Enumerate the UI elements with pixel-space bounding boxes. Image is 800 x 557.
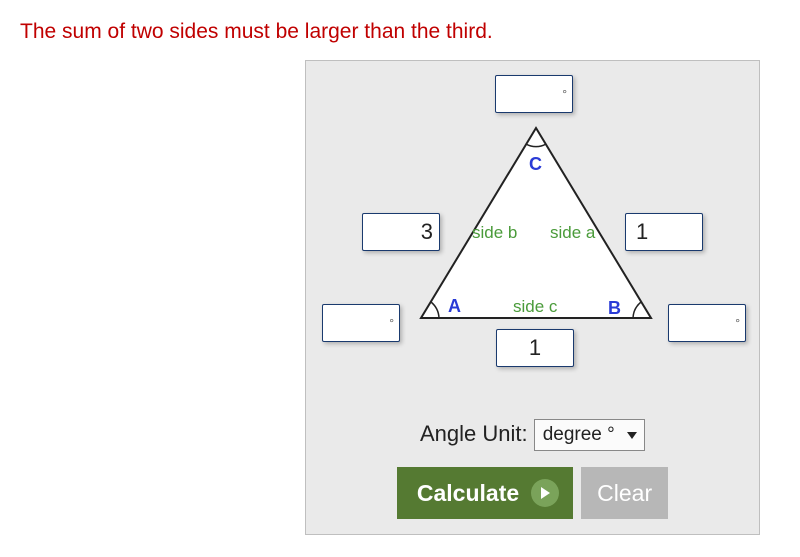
side-a-input[interactable]: 1	[625, 213, 703, 251]
side-b-value: 3	[421, 219, 433, 244]
vertex-a-label: A	[448, 296, 461, 316]
side-c-label: side c	[513, 297, 558, 316]
calculator-panel: C A B side b side a side c ° 3 1 °	[305, 60, 760, 535]
clear-button[interactable]: Clear	[581, 467, 668, 519]
side-b-label: side b	[472, 223, 517, 242]
triangle-diagram: C A B side b side a side c ° 3 1 °	[320, 73, 745, 413]
degree-icon: °	[562, 78, 567, 110]
angle-unit-label: Angle Unit:	[420, 421, 528, 446]
side-b-input[interactable]: 3	[362, 213, 440, 251]
angle-c-input[interactable]: °	[495, 75, 573, 113]
degree-icon: °	[389, 307, 394, 339]
calculate-button[interactable]: Calculate	[397, 467, 573, 519]
play-icon	[531, 479, 559, 507]
side-c-input[interactable]: 1	[496, 329, 574, 367]
side-c-value: 1	[529, 335, 541, 360]
error-message: The sum of two sides must be larger than…	[20, 20, 780, 44]
degree-icon: °	[735, 307, 740, 339]
side-a-value: 1	[636, 219, 648, 244]
vertex-b-label: B	[608, 298, 621, 318]
angle-unit-selected: degree °	[543, 424, 615, 445]
angle-b-input[interactable]: °	[668, 304, 746, 342]
calculate-label: Calculate	[417, 480, 519, 507]
angle-a-input[interactable]: °	[322, 304, 400, 342]
angle-unit-row: Angle Unit: degree °	[320, 419, 745, 451]
chevron-down-icon	[626, 422, 638, 448]
angle-unit-select[interactable]: degree °	[534, 419, 645, 451]
clear-label: Clear	[597, 480, 652, 507]
side-a-label: side a	[550, 223, 596, 242]
vertex-c-label: C	[529, 154, 542, 174]
